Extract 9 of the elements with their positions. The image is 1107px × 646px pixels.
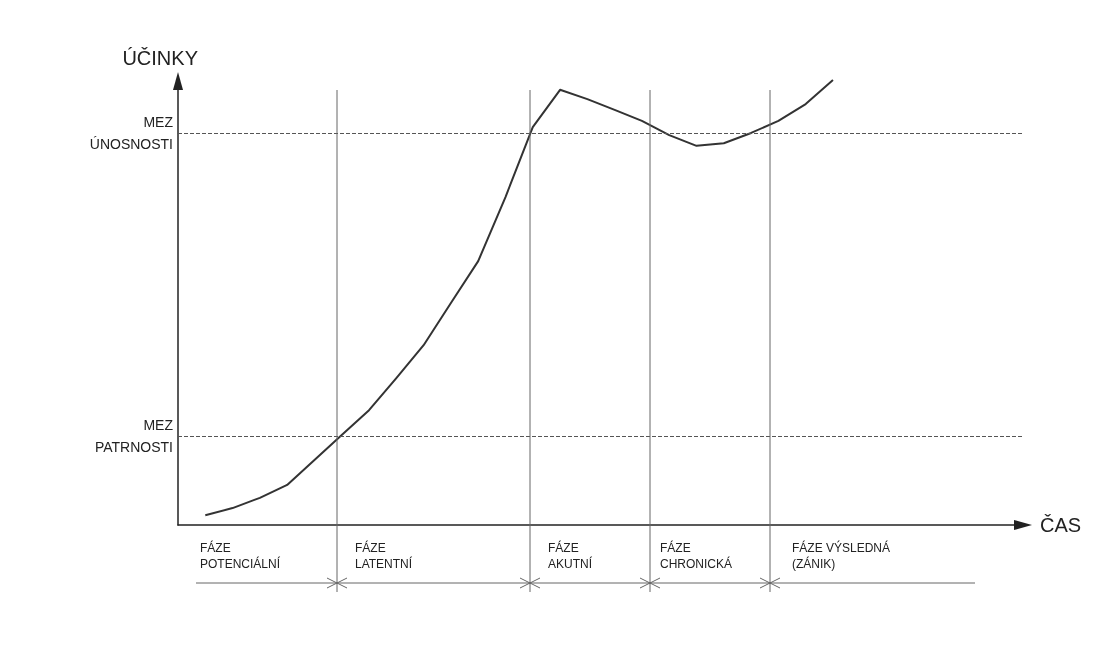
text: FÁZE AKUTNÍ — [548, 540, 593, 572]
text: FÁZE CHRONICKÁ — [660, 540, 733, 572]
text: FÁZE VÝSLEDNÁ (ZÁNIK) — [792, 540, 891, 572]
text: FÁZE POTENCIÁLNÍ — [200, 540, 281, 572]
y-axis-title: ÚČINKY — [122, 47, 198, 69]
text: FÁZE LATENTNÍ — [355, 540, 413, 572]
ref-line-label: MEZ ÚNOSNOSTI — [89, 114, 174, 153]
ref-line-label: MEZ PATRNOSTI — [94, 417, 174, 455]
x-axis-title: ČAS — [1040, 514, 1082, 536]
